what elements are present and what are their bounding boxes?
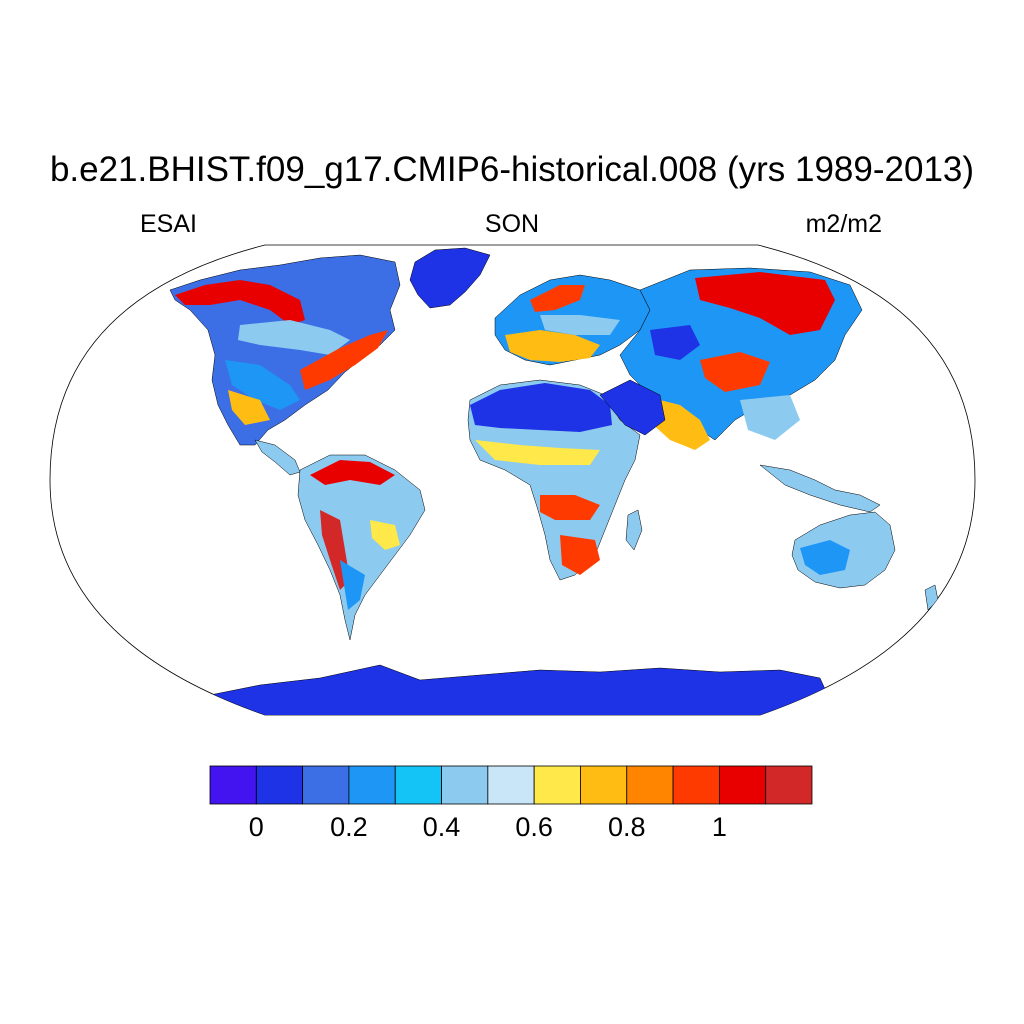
colorbar-swatch bbox=[209, 765, 257, 805]
colorbar-swatch bbox=[255, 765, 304, 805]
greenland bbox=[409, 247, 491, 309]
maritime-continent bbox=[759, 464, 881, 513]
central-america bbox=[254, 439, 301, 476]
colorbar-tick-label: 0.8 bbox=[607, 812, 646, 842]
madagascar bbox=[625, 509, 643, 551]
colorbar-swatch bbox=[718, 765, 767, 805]
colorbar-swatch bbox=[487, 765, 535, 805]
colorbar-swatch bbox=[580, 765, 628, 805]
colorbar-swatch bbox=[765, 765, 813, 805]
south-america bbox=[297, 454, 426, 641]
colorbar-swatch bbox=[441, 765, 489, 805]
colorbar-swatch bbox=[302, 765, 350, 805]
colorbar-tick-label: 0.4 bbox=[422, 812, 461, 842]
colorbar-swatch bbox=[672, 765, 720, 805]
variable-label: ESAI bbox=[140, 210, 197, 238]
colorbar-tick-label: 1 bbox=[711, 812, 727, 842]
season-label: SON bbox=[484, 210, 540, 238]
colorbar-swatch bbox=[348, 765, 396, 805]
colorbar-tick-label: 0.6 bbox=[515, 812, 553, 842]
units-label: m2/m2 bbox=[805, 210, 882, 238]
colorbar-swatch bbox=[394, 765, 442, 805]
colorbar-tick-label: 0 bbox=[248, 812, 264, 842]
plot-title: b.e21.BHIST.f09_g17.CMIP6-historical.008… bbox=[49, 150, 975, 189]
colorbar-swatch bbox=[533, 765, 581, 805]
north-america bbox=[169, 254, 401, 446]
colorbar-tick-label: 0.2 bbox=[330, 812, 368, 842]
colorbar-swatch bbox=[626, 765, 674, 805]
